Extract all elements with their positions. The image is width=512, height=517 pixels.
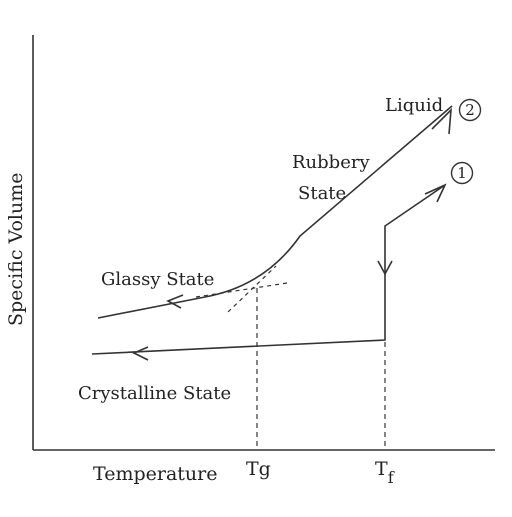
crystalline-curve bbox=[91, 184, 446, 355]
x-axis-label: Temperature bbox=[93, 463, 217, 485]
label-rubbery-2: State bbox=[298, 183, 346, 204]
tick-tf-main: T bbox=[375, 458, 388, 480]
tick-tf-sub: f bbox=[388, 468, 395, 487]
tick-tg: Tg bbox=[246, 458, 271, 480]
label-liquid: Liquid bbox=[385, 95, 443, 116]
arrow-path1-entry bbox=[424, 183, 447, 203]
arrow-down bbox=[377, 260, 393, 276]
arrow-liquid bbox=[431, 107, 452, 135]
y-axis-label: Specific Volume bbox=[5, 173, 27, 326]
tick-tf: Tf bbox=[375, 458, 395, 487]
marker-1-circle bbox=[450, 161, 474, 185]
marker-1-label: 1 bbox=[457, 164, 467, 182]
rubbery-extrapolation bbox=[227, 265, 277, 313]
glass-curve bbox=[97, 105, 453, 319]
label-crystalline: Crystalline State bbox=[78, 383, 231, 404]
marker-2-label: 2 bbox=[465, 101, 475, 119]
arrow-crystalline bbox=[132, 346, 149, 361]
arrow-glassy bbox=[166, 294, 184, 309]
marker-2-circle bbox=[458, 98, 482, 122]
label-rubbery-1: Rubbery bbox=[292, 152, 370, 173]
label-glassy: Glassy State bbox=[101, 269, 214, 290]
